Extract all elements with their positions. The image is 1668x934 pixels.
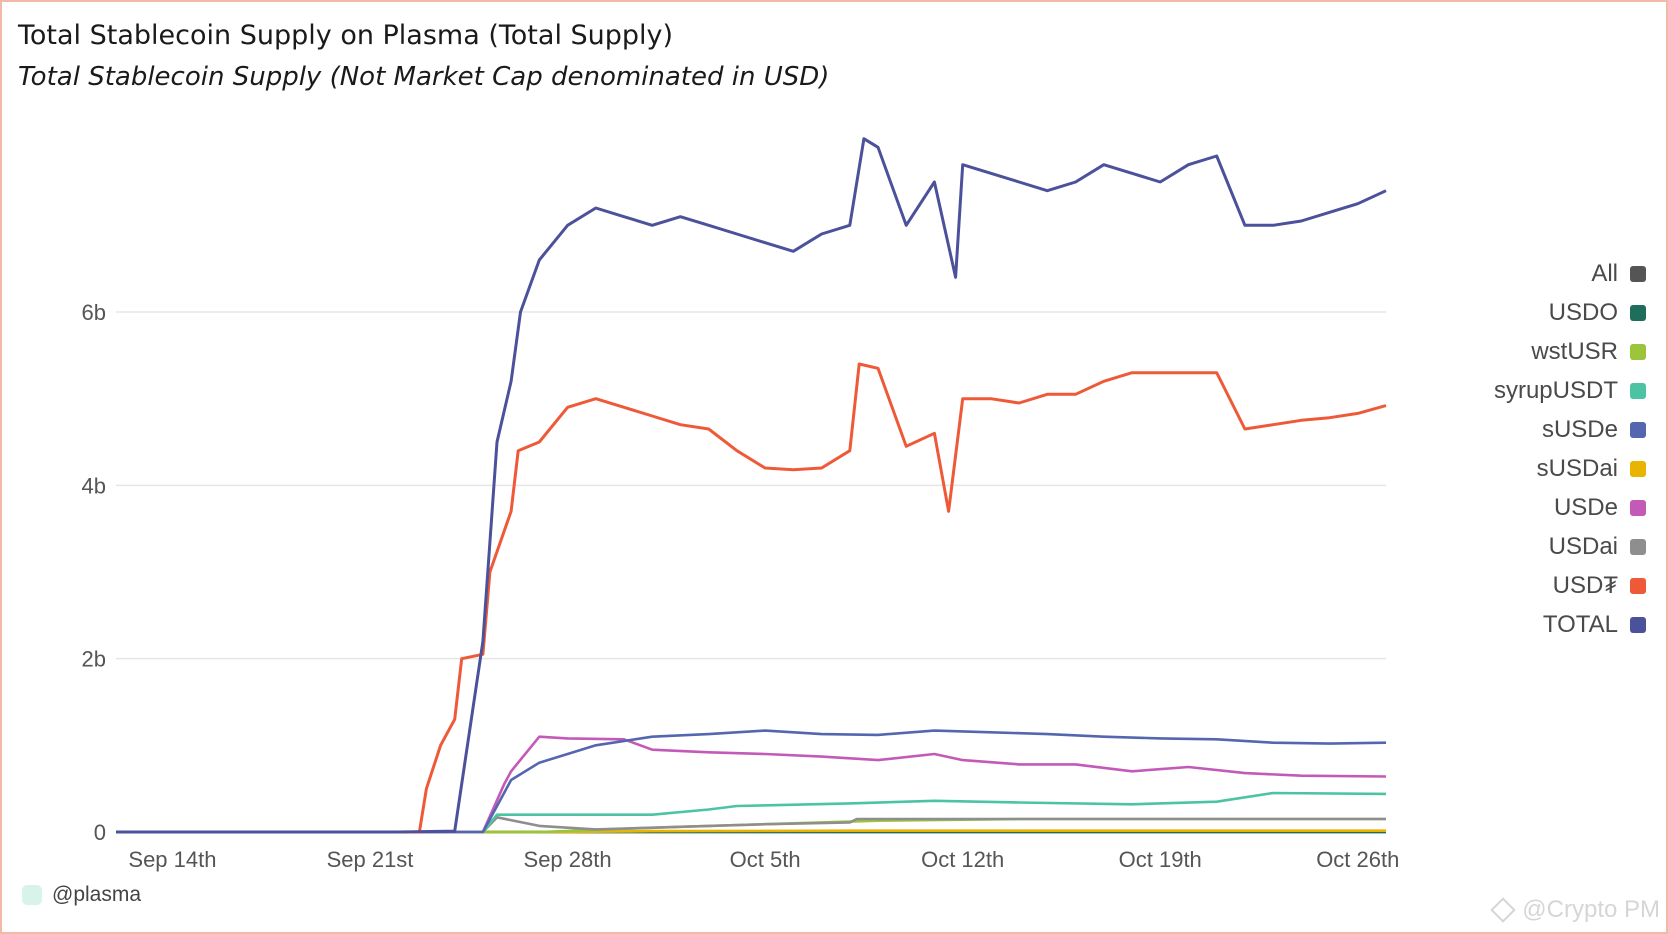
y-tick-label: 6b [82,300,106,325]
legend-label: All [1591,259,1618,287]
legend-swatch [1630,577,1646,594]
legend-item[interactable]: USDai [1494,527,1646,566]
legend-label: sUSDe [1541,415,1618,443]
legend-label: TOTAL [1542,610,1618,638]
series-line-usdai [116,815,1386,834]
legend-swatch [1630,343,1646,360]
x-tick-label: Oct 5th [730,847,801,872]
legend-item[interactable]: All [1494,254,1646,293]
plasma-handle: @plasma [22,883,141,907]
legend-item[interactable]: wstUSR [1494,332,1646,371]
legend-label: USDai [1548,532,1618,560]
legend-item[interactable]: USD₮ [1494,566,1646,605]
chart-title: Total Stablecoin Supply on Plasma (Total… [18,20,674,51]
series-line-total [116,137,1387,834]
legend-label: sUSDai [1536,454,1618,482]
legend-swatch [1630,421,1646,438]
legend-item[interactable]: sUSDe [1494,410,1646,449]
legend-item[interactable]: USDe [1494,488,1646,527]
axis-labels: 0 2b 4b 6b Sep 14th Sep 21st Sep 28th Oct 5th Oc… [82,300,1400,872]
chart-legend: All USDO wstUSR syrupUSDT sUSDe sUSDai USDe USD… [1494,254,1646,644]
binance-square-icon [1490,897,1517,923]
legend-label: wstUSR [1531,337,1618,365]
legend-item[interactable]: USDO [1494,293,1646,332]
legend-label: USDe [1553,493,1618,521]
series-line-syrupusdt [116,791,1387,834]
x-tick-label: Oct 12th [921,847,1004,872]
legend-label: USDO [1548,298,1618,326]
legend-swatch [1630,460,1646,477]
legend-swatch [1630,499,1646,516]
legend-item[interactable]: syrupUSDT [1494,371,1646,410]
x-tick-label: Sep 21st [327,847,414,872]
y-tick-label: 2b [82,647,106,672]
legend-swatch [1630,265,1646,282]
series-line-usd- [116,362,1387,834]
legend-swatch [1630,382,1646,399]
handle-text: @plasma [52,883,142,906]
legend-label: syrupUSDT [1493,376,1618,404]
x-tick-label: Oct 26th [1316,847,1399,872]
x-tick-label: Sep 28th [524,847,612,872]
series-line-susde [116,729,1387,834]
series-line-usde [116,735,1387,834]
legend-item[interactable]: sUSDai [1494,449,1646,488]
y-tick-label: 0 [94,820,106,845]
chart-subtitle: Total Stablecoin Supply (Not Market Cap … [18,62,830,92]
legend-swatch [1630,538,1646,555]
legend-label: USD₮ [1552,571,1618,599]
y-tick-label: 4b [82,473,106,498]
watermark: @Crypto PM [1490,896,1660,924]
plasma-logo-icon [22,885,42,905]
x-tick-label: Sep 14th [128,847,216,872]
legend-item[interactable]: TOTAL [1494,605,1646,644]
legend-swatch [1630,616,1646,633]
legend-swatch [1630,304,1646,321]
x-tick-label: Oct 19th [1119,847,1202,872]
series-lines [116,137,1387,834]
watermark-text: @Crypto PM [1522,896,1660,923]
